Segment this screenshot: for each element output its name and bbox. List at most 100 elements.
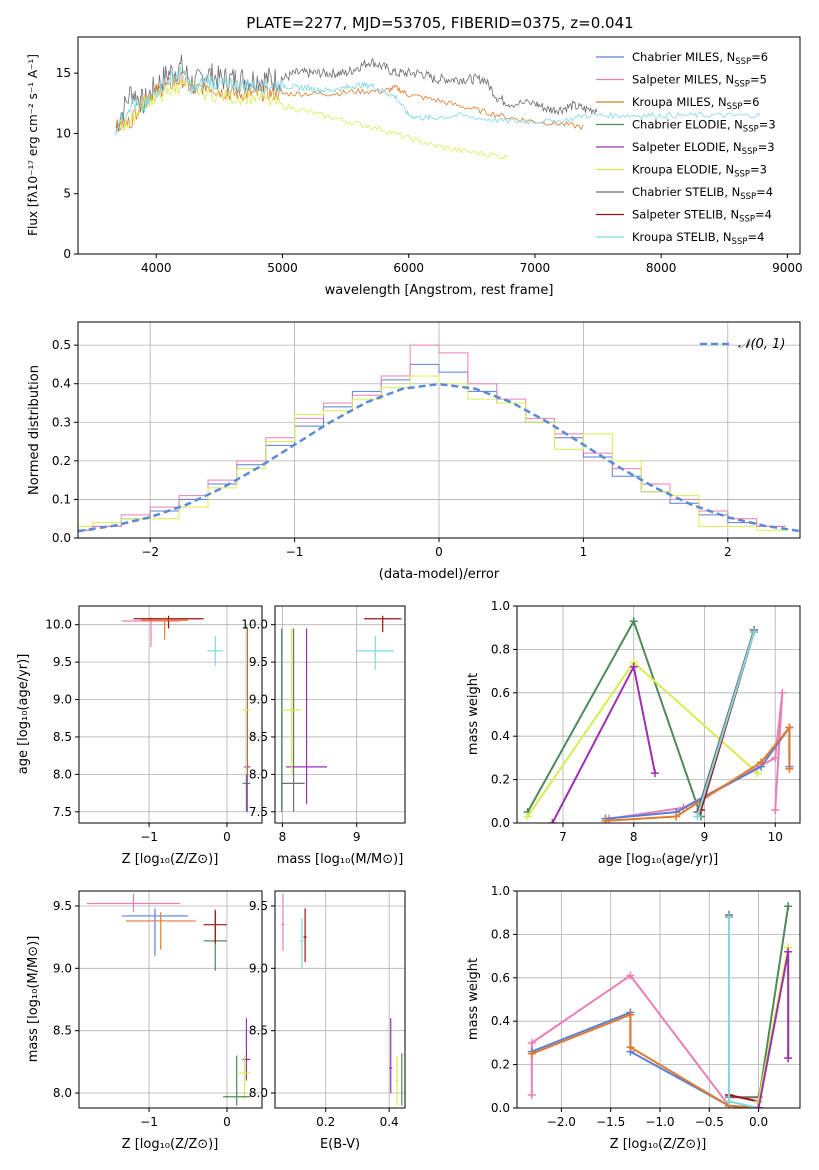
weight-point-marker: [785, 723, 794, 732]
x-tick-label: 5000: [267, 261, 298, 275]
y-tick-label: 0.2: [52, 454, 71, 468]
x-tick-label: −1: [140, 1115, 158, 1129]
spectrum-series-line: [115, 54, 598, 132]
x-tick-label: 0.2: [316, 1115, 335, 1129]
y-tick-label: 0.6: [491, 686, 510, 700]
weight-vs-z-xlabel: Z [log₁₀(Z/Z⊙)]: [610, 1137, 707, 1152]
y-tick-label: 0.3: [52, 415, 71, 429]
y-tick-label: 5: [63, 187, 71, 201]
legend-label: Kroupa STELIB, NSSP=4: [632, 230, 764, 247]
x-tick-label: 10: [768, 830, 783, 844]
weight-point-marker: [771, 805, 780, 814]
weight-point-marker: [601, 816, 610, 823]
weight-series-line: [526, 618, 702, 817]
x-tick-label: 8: [630, 830, 638, 844]
weight-point-marker: [548, 819, 557, 823]
weight-point-marker: [785, 764, 794, 773]
y-tick-label: 9.5: [53, 655, 72, 669]
weight-point-marker: [626, 971, 635, 980]
y-tick-label: 9.0: [53, 693, 72, 707]
y-tick-label: 9.5: [249, 899, 268, 913]
spectrum-series-line: [115, 71, 584, 136]
weight-vs-z-panel: −2.0 −1.5 −1.0 −0.5 0.0 0.0 0.2 0.4 0.6 0.8 1.0 Z …: [466, 884, 801, 1152]
spectrum-series-line: [118, 79, 508, 159]
x-tick-label: −0.5: [695, 1115, 724, 1129]
weight-series-line: [728, 917, 760, 1108]
x-tick-label: 9: [353, 830, 361, 844]
weight-point-marker: [672, 812, 681, 821]
weight-point-marker: [771, 753, 780, 762]
y-tick-label: 0.0: [52, 531, 71, 545]
y-tick-label: 0.1: [52, 492, 71, 506]
weight-series-line: [551, 663, 656, 823]
x-tick-label: 0: [223, 1115, 231, 1129]
x-tick-label: 6000: [393, 261, 424, 275]
legend-label: Chabrier MILES, NSSP=6: [632, 50, 768, 67]
figure-title: PLATE=2277, MJD=53705, FIBERID=0375, z=0…: [246, 14, 633, 32]
weight-point-marker: [650, 769, 659, 778]
y-tick-label: 8.0: [53, 1086, 72, 1100]
weight-vs-age-panel: 7 8 9 10 0.0 0.2 0.4 0.6 0.8 1.0 age [log₁₀(age/y…: [466, 599, 801, 867]
y-tick-label: 0: [63, 247, 71, 261]
mass-vs-z-panel: −1 0 8.0 8.5 9.0 9.5 Z [log₁₀(Z/Z⊙)] mass [lo…: [26, 890, 263, 1152]
y-tick-label: 7.5: [53, 805, 72, 819]
weight-series-line: [531, 1013, 759, 1108]
x-tick-label: −2.0: [547, 1115, 576, 1129]
x-tick-label: 8000: [646, 261, 677, 275]
y-tick-label: 0.6: [491, 971, 510, 985]
x-tick-label: 1: [580, 545, 588, 559]
normal-curve: [78, 382, 800, 533]
residuals-panel: −2 −1 0 1 2 0.0 0.1 0.2 0.3 0.4 0.5 (data-model)/e…: [27, 321, 801, 582]
y-tick-label: 10: [56, 126, 71, 140]
spectrum-xlabel: wavelength [Angstrom, rest frame]: [325, 283, 554, 298]
y-tick-label: 0.2: [491, 773, 510, 787]
x-tick-label: −1: [286, 545, 304, 559]
y-tick-label: 0.8: [491, 642, 510, 656]
x-tick-label: −1: [140, 830, 158, 844]
y-tick-label: 0.0: [491, 816, 510, 830]
y-tick-label: 9.0: [249, 961, 268, 975]
histogram-series: [78, 363, 786, 531]
y-tick-label: 1.0: [491, 599, 510, 613]
y-tick-label: 8.0: [249, 767, 268, 781]
x-tick-label: 9000: [772, 261, 803, 275]
age-vs-z-ylabel: age [log₁₀(age/yr)]: [16, 654, 31, 775]
y-tick-label: 0.4: [491, 729, 510, 743]
weight-point-marker: [523, 812, 532, 821]
weight-series-line: [531, 1011, 759, 1108]
mass-vs-ebv-xlabel: E(B-V): [320, 1137, 360, 1152]
weight-point-marker: [753, 769, 762, 778]
age-vs-mass-panel: 8 9 7.5 8.0 8.5 9.0 9.5 10.0 mass [log₁₀(M/M⊙)]: [241, 605, 406, 867]
weight-point-marker: [725, 1097, 734, 1106]
weight-vs-age-xlabel: age [log₁₀(age/yr)]: [598, 852, 719, 867]
weight-point-marker: [527, 1049, 536, 1058]
weight-point-marker: [626, 1043, 635, 1052]
weight-point-marker: [784, 902, 793, 911]
x-tick-label: −1.5: [596, 1115, 625, 1129]
spectrum-legend: Chabrier MILES, NSSP=6 Salpeter MILES, NS…: [596, 50, 776, 247]
histogram-series: [78, 344, 786, 531]
residuals-ylabel: Normed distribution: [27, 365, 42, 495]
weight-point-marker: [750, 628, 759, 637]
legend-label: Kroupa ELODIE, NSSP=3: [632, 163, 767, 180]
spectrum-axes: [77, 36, 801, 255]
legend-label: Salpeter ELODIE, NSSP=3: [632, 140, 775, 157]
y-tick-label: 9.5: [249, 655, 268, 669]
y-tick-label: 8.5: [249, 1024, 268, 1038]
legend-label: Kroupa MILES, NSSP=6: [632, 95, 759, 112]
weight-series-line: [757, 906, 790, 1102]
spectrum-series-line: [115, 66, 761, 135]
weight-series-line: [530, 974, 759, 1108]
weight-point-marker: [725, 913, 734, 922]
weight-point-marker: [693, 812, 702, 821]
weight-point-marker: [527, 1038, 536, 1047]
weight-point-marker: [629, 617, 638, 626]
y-tick-label: 8.5: [53, 730, 72, 744]
y-tick-label: 8.5: [53, 1024, 72, 1038]
weight-series-line: [728, 917, 759, 1108]
y-tick-label: 15: [56, 66, 71, 80]
y-tick-label: 9.0: [249, 693, 268, 707]
residuals-xlabel: (data-model)/error: [379, 567, 500, 582]
age-vs-z-panel: −1 0 7.5 8.0 8.5 9.0 9.5 10.0 Z [log₁₀(Z/Z⊙)] a…: [16, 605, 263, 867]
spectrum-ylabel: Flux [fλ10⁻¹⁷ erg cm⁻² s⁻¹ A⁻¹]: [26, 54, 40, 236]
